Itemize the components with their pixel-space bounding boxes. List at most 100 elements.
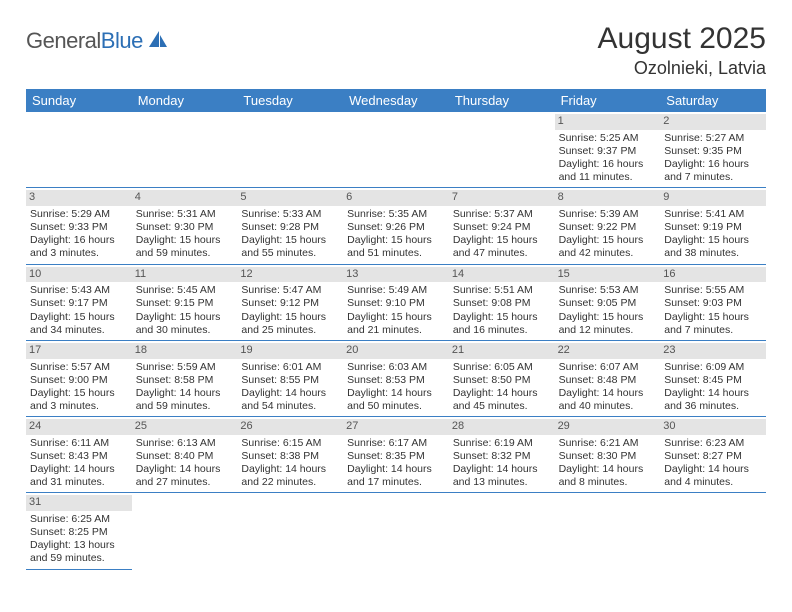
day-number: 28 [449, 419, 555, 435]
day-info-line: Sunset: 9:28 PM [241, 221, 339, 234]
calendar-cell: 22Sunrise: 6:07 AMSunset: 8:48 PMDayligh… [555, 341, 661, 417]
day-info-line: Daylight: 14 hours [241, 387, 339, 400]
day-info-line: Sunset: 8:53 PM [347, 374, 445, 387]
day-number: 24 [26, 419, 132, 435]
day-number: 6 [343, 190, 449, 206]
day-info-line: Sunrise: 5:41 AM [664, 208, 762, 221]
day-info-line: Sunrise: 6:19 AM [453, 437, 551, 450]
calendar-cell: 20 Sunrise: 6:03 AMSunset: 8:53 PMDayligh… [343, 341, 449, 417]
calendar-cell: 29Sunrise: 6:21 AMSunset: 8:30 PMDayligh… [555, 417, 661, 493]
day-number: 18 [132, 343, 238, 359]
day-info-line: Daylight: 14 hours [559, 463, 657, 476]
day-info-line: Daylight: 14 hours [453, 387, 551, 400]
day-info-line: and 7 minutes. [664, 171, 762, 184]
month-title: August 2025 [598, 22, 766, 56]
calendar-cell: 3Sunrise: 5:29 AMSunset: 9:33 PMDaylight… [26, 188, 132, 264]
day-info-line: Sunset: 9:12 PM [241, 297, 339, 310]
day-info-line: Sunset: 8:50 PM [453, 374, 551, 387]
logo-sail-icon [147, 29, 169, 54]
day-number: 23 [660, 343, 766, 359]
title-block: August 2025 Ozolnieki, Latvia [598, 22, 766, 79]
day-info-line: and 55 minutes. [241, 247, 339, 260]
day-info-line: Sunrise: 6:17 AM [347, 437, 445, 450]
day-info-line: Sunrise: 5:49 AM [347, 284, 445, 297]
day-info-line: Sunrise: 5:43 AM [30, 284, 128, 297]
day-info-line: Sunset: 9:35 PM [664, 145, 762, 158]
day-info-line: and 12 minutes. [559, 324, 657, 337]
calendar-cell: 12Sunrise: 5:47 AMSunset: 9:12 PMDayligh… [237, 265, 343, 341]
day-info-line: Sunrise: 6:03 AM [347, 361, 445, 374]
day-info-line: Sunset: 9:15 PM [136, 297, 234, 310]
day-info-line: and 22 minutes. [241, 476, 339, 489]
calendar-cell: 24Sunrise: 6:11 AMSunset: 8:43 PMDayligh… [26, 417, 132, 493]
calendar-cell: 19Sunrise: 6:01 AMSunset: 8:55 PMDayligh… [237, 341, 343, 417]
day-info-line: and 34 minutes. [30, 324, 128, 337]
day-info-line: Sunrise: 6:13 AM [136, 437, 234, 450]
day-info-line: and 11 minutes. [559, 171, 657, 184]
day-number: 31 [26, 495, 132, 511]
calendar-cell-empty [26, 112, 132, 188]
day-info-line: and 21 minutes. [347, 324, 445, 337]
day-info-line: Sunset: 9:37 PM [559, 145, 657, 158]
day-info-line: Sunrise: 5:25 AM [559, 132, 657, 145]
day-info-line: and 13 minutes. [453, 476, 551, 489]
day-number: 16 [660, 267, 766, 283]
calendar-weekday-header: SundayMondayTuesdayWednesdayThursdayFrid… [26, 89, 766, 112]
day-info-line: and 8 minutes. [559, 476, 657, 489]
calendar-cell: 16Sunrise: 5:55 AMSunset: 9:03 PMDayligh… [660, 265, 766, 341]
day-info-line: and 4 minutes. [664, 476, 762, 489]
day-info-line: Sunset: 9:03 PM [664, 297, 762, 310]
day-number: 21 [449, 343, 555, 359]
day-number: 19 [237, 343, 343, 359]
calendar-cell: 25Sunrise: 6:13 AMSunset: 8:40 PMDayligh… [132, 417, 238, 493]
day-number: 10 [26, 267, 132, 283]
day-info-line: Daylight: 15 hours [453, 311, 551, 324]
day-info-line: and 47 minutes. [453, 247, 551, 260]
logo: General Blue [26, 22, 169, 54]
day-info-line: Sunset: 8:58 PM [136, 374, 234, 387]
calendar-cell: 1Sunrise: 5:25 AMSunset: 9:37 PMDaylight… [555, 112, 661, 188]
day-info-line: Daylight: 15 hours [664, 234, 762, 247]
day-info-line: Sunset: 9:22 PM [559, 221, 657, 234]
page-header: General Blue August 2025 Ozolnieki, Latv… [26, 22, 766, 79]
day-info-line: Sunset: 9:26 PM [347, 221, 445, 234]
day-info-line: and 30 minutes. [136, 324, 234, 337]
day-info-line: Daylight: 15 hours [241, 234, 339, 247]
day-info-line: Daylight: 14 hours [347, 387, 445, 400]
calendar-cell: 9Sunrise: 5:41 AMSunset: 9:19 PMDaylight… [660, 188, 766, 264]
weekday-label: Friday [555, 89, 661, 112]
day-info-line: and 25 minutes. [241, 324, 339, 337]
location-label: Ozolnieki, Latvia [598, 58, 766, 79]
calendar-cell: 5Sunrise: 5:33 AMSunset: 9:28 PMDaylight… [237, 188, 343, 264]
day-info-line: Daylight: 16 hours [30, 234, 128, 247]
day-info-line: and 51 minutes. [347, 247, 445, 260]
calendar-cell: 21Sunrise: 6:05 AMSunset: 8:50 PMDayligh… [449, 341, 555, 417]
day-info-line: Daylight: 14 hours [136, 463, 234, 476]
calendar-body: 1Sunrise: 5:25 AMSunset: 9:37 PMDaylight… [26, 112, 766, 570]
day-info-line: Sunset: 8:38 PM [241, 450, 339, 463]
weekday-label: Monday [132, 89, 238, 112]
day-info-line: Daylight: 15 hours [136, 234, 234, 247]
day-info-line: Sunrise: 6:25 AM [30, 513, 128, 526]
calendar-cell-empty [449, 112, 555, 188]
day-number: 26 [237, 419, 343, 435]
day-number: 30 [660, 419, 766, 435]
day-info-line: Sunrise: 5:47 AM [241, 284, 339, 297]
calendar-cell: 18Sunrise: 5:59 AMSunset: 8:58 PMDayligh… [132, 341, 238, 417]
day-info-line: and 27 minutes. [136, 476, 234, 489]
day-info-line: Daylight: 14 hours [453, 463, 551, 476]
day-info-line: Sunrise: 6:15 AM [241, 437, 339, 450]
day-info-line: Sunrise: 5:35 AM [347, 208, 445, 221]
day-info-line: Sunset: 8:48 PM [559, 374, 657, 387]
day-info-line: Sunset: 8:32 PM [453, 450, 551, 463]
day-number: 2 [660, 114, 766, 130]
calendar-cell: 27Sunrise: 6:17 AMSunset: 8:35 PMDayligh… [343, 417, 449, 493]
day-info-line: and 59 minutes. [30, 552, 128, 565]
day-info-line: Sunrise: 6:21 AM [559, 437, 657, 450]
day-info-line: Sunset: 8:55 PM [241, 374, 339, 387]
day-number: 20 [343, 343, 449, 359]
day-info-line: Sunrise: 5:33 AM [241, 208, 339, 221]
day-info-line: Sunrise: 5:31 AM [136, 208, 234, 221]
calendar-cell: 23Sunrise: 6:09 AMSunset: 8:45 PMDayligh… [660, 341, 766, 417]
day-info-line: Daylight: 14 hours [559, 387, 657, 400]
